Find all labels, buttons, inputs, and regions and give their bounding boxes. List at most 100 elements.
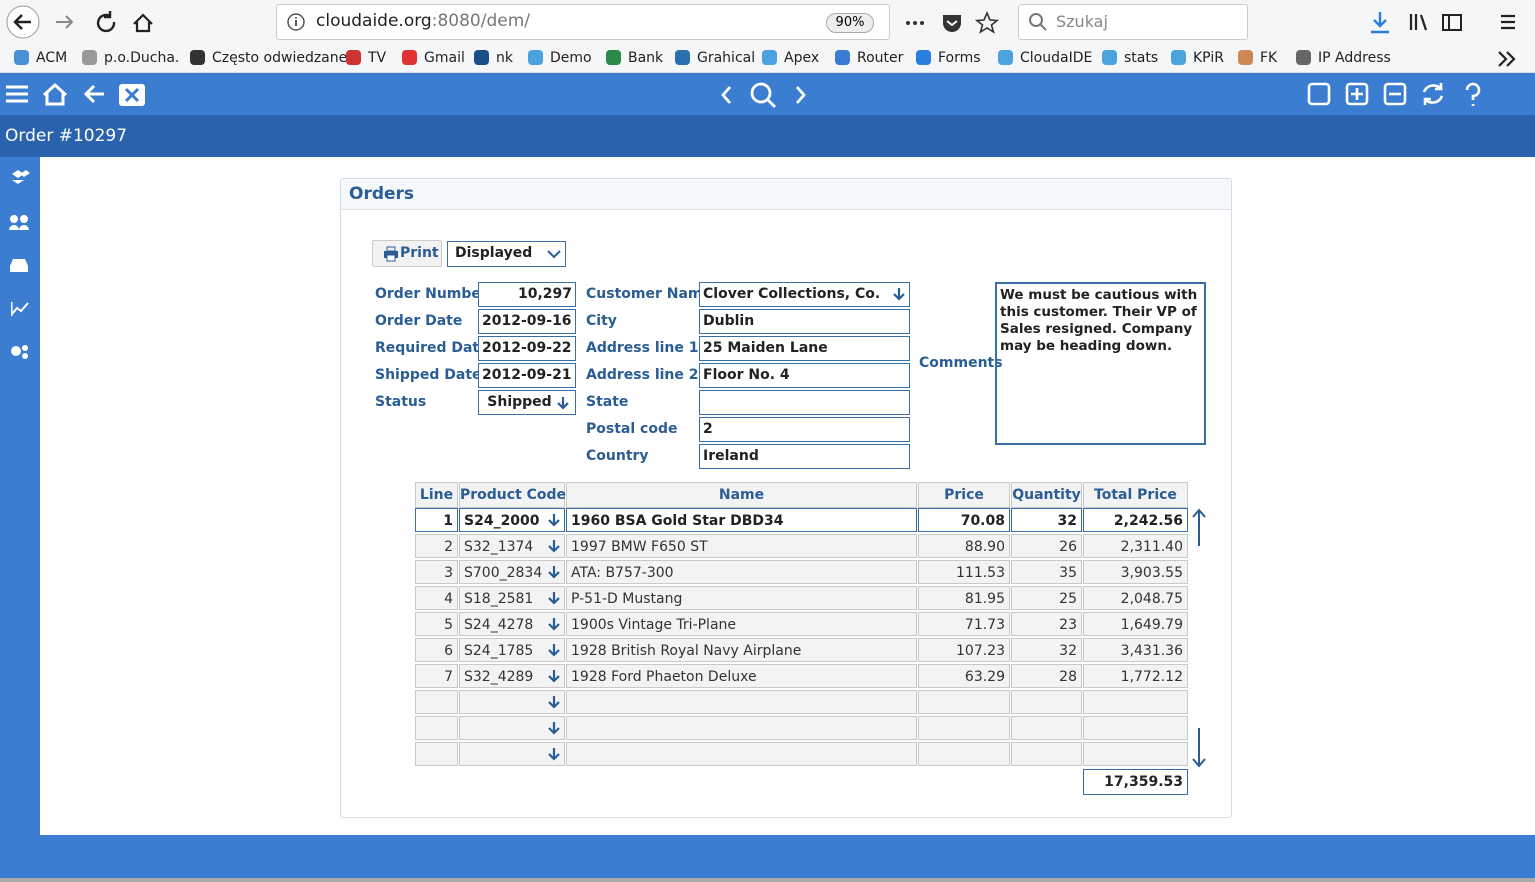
table-cell[interactable]	[1083, 716, 1188, 740]
table-cell[interactable]	[459, 690, 565, 714]
table-cell[interactable]: 6	[415, 638, 458, 662]
bookmark[interactable]: Apex	[784, 50, 820, 66]
table-cell[interactable]: 35	[1011, 560, 1082, 584]
bookmark[interactable]: FK	[1260, 50, 1278, 66]
table-cell[interactable]: S32_4289	[459, 664, 565, 688]
table-cell[interactable]	[1011, 742, 1082, 766]
sidebar-icons[interactable]	[8, 168, 32, 368]
table-cell[interactable]	[1011, 690, 1082, 714]
bookmark[interactable]: p.o.Ducha.	[104, 50, 180, 66]
table-cell[interactable]	[918, 716, 1010, 740]
table-scroll[interactable]	[1190, 508, 1208, 770]
table-cell[interactable]	[566, 690, 917, 714]
table-cell[interactable]: S700_2834	[459, 560, 565, 584]
app-right-buttons[interactable]	[1305, 80, 1485, 110]
table-cell[interactable]: 5	[415, 612, 458, 636]
table-cell[interactable]: S24_1785	[459, 638, 565, 662]
table-cell[interactable]	[1083, 742, 1188, 766]
table-cell[interactable]: 25	[1011, 586, 1082, 610]
table-cell[interactable]	[1011, 716, 1082, 740]
table-cell[interactable]	[918, 690, 1010, 714]
table-cell[interactable]: S18_2581	[459, 586, 565, 610]
table-cell[interactable]: S24_4278	[459, 612, 565, 636]
table-cell[interactable]: 1960 BSA Gold Star DBD34	[566, 508, 917, 532]
table-cell[interactable]: 1997 BMW F650 ST	[566, 534, 917, 558]
field-input[interactable]: 10,297	[478, 282, 576, 307]
bookmark[interactable]: ACM	[36, 50, 68, 66]
table-cell[interactable]: 88.90	[918, 534, 1010, 558]
field-input[interactable]: Clover Collections, Co.	[699, 282, 910, 307]
table-cell[interactable]: 1	[415, 508, 458, 532]
table-cell[interactable]	[459, 716, 565, 740]
bookmark[interactable]: TV	[368, 50, 387, 66]
table-cell[interactable]: S32_1374	[459, 534, 565, 558]
bookmark[interactable]: Forms	[938, 50, 981, 66]
field-input[interactable]: 2012-09-21	[478, 363, 576, 388]
table-cell[interactable]: 4	[415, 586, 458, 610]
url-bar[interactable]	[276, 4, 890, 40]
comments-textarea[interactable]: We must be cautious with this customer. …	[995, 282, 1206, 445]
table-cell[interactable]: 81.95	[918, 586, 1010, 610]
table-cell[interactable]	[459, 742, 565, 766]
table-cell[interactable]: 32	[1011, 638, 1082, 662]
table-cell[interactable]: 1900s Vintage Tri-Plane	[566, 612, 917, 636]
table-cell[interactable]: 3,431.36	[1083, 638, 1188, 662]
table-cell[interactable]: 2,048.75	[1083, 586, 1188, 610]
search-box[interactable]	[1018, 4, 1248, 40]
bookmark[interactable]: Bank	[628, 50, 664, 66]
field-input[interactable]: Dublin	[699, 309, 910, 334]
table-cell[interactable]: ATA: B757-300	[566, 560, 917, 584]
table-cell[interactable]: 7	[415, 664, 458, 688]
app-search-nav[interactable]	[715, 80, 815, 110]
bookmark[interactable]: Często odwiedzane	[212, 50, 348, 66]
table-cell[interactable]: 3,903.55	[1083, 560, 1188, 584]
table-cell[interactable]: 32	[1011, 508, 1082, 532]
app-left-buttons[interactable]	[4, 80, 154, 110]
table-cell[interactable]: 71.73	[918, 612, 1010, 636]
table-cell[interactable]: 28	[1011, 664, 1082, 688]
nav-buttons[interactable]	[6, 5, 166, 39]
table-cell[interactable]	[918, 742, 1010, 766]
print-mode-select[interactable]: Displayed	[447, 241, 566, 267]
field-input[interactable]: Ireland	[699, 444, 910, 469]
table-cell[interactable]: 70.08	[918, 508, 1010, 532]
toolbar-icons[interactable]	[1365, 8, 1525, 38]
bookmark[interactable]: stats	[1124, 50, 1159, 66]
bookmark[interactable]: CloudaIDE	[1020, 50, 1093, 66]
field-input[interactable]: Shipped	[478, 390, 576, 415]
table-cell[interactable]	[566, 742, 917, 766]
table-cell[interactable]: 1928 British Royal Navy Airplane	[566, 638, 917, 662]
table-cell[interactable]	[415, 690, 458, 714]
table-cell[interactable]: 26	[1011, 534, 1082, 558]
bookmark[interactable]: Grahical	[697, 50, 756, 66]
table-cell[interactable]: 1,649.79	[1083, 612, 1188, 636]
field-input[interactable]: 2012-09-16	[478, 309, 576, 334]
table-cell[interactable]: 1928 Ford Phaeton Deluxe	[566, 664, 917, 688]
table-cell[interactable]: 63.29	[918, 664, 1010, 688]
table-cell[interactable]	[1083, 690, 1188, 714]
table-cell[interactable]: 1,772.12	[1083, 664, 1188, 688]
field-input[interactable]	[699, 390, 910, 415]
table-cell[interactable]: S24_2000	[459, 508, 565, 532]
print-button[interactable]	[372, 240, 442, 267]
table-cell[interactable]	[415, 716, 458, 740]
field-input[interactable]: Floor No. 4	[699, 363, 910, 388]
table-cell[interactable]: 3	[415, 560, 458, 584]
table-cell[interactable]	[566, 716, 917, 740]
bookmarks-more[interactable]	[1496, 49, 1520, 69]
page-actions[interactable]	[900, 10, 1010, 36]
bookmark[interactable]: Gmail	[424, 50, 465, 66]
table-cell[interactable]: 2,311.40	[1083, 534, 1188, 558]
zoom[interactable]: 90%	[826, 13, 874, 33]
table-cell[interactable]: 111.53	[918, 560, 1010, 584]
field-input[interactable]: 25 Maiden Lane	[699, 336, 910, 361]
field-input[interactable]: 2	[699, 417, 910, 442]
bookmark[interactable]: IP Address	[1318, 50, 1391, 66]
table-cell[interactable]: 2	[415, 534, 458, 558]
bookmark[interactable]: Router	[857, 50, 904, 66]
bookmark[interactable]: Demo	[550, 50, 592, 66]
bookmark[interactable]: KPiR	[1193, 50, 1224, 66]
table-cell[interactable]: 2,242.56	[1083, 508, 1188, 532]
bookmark[interactable]: nk	[496, 50, 513, 66]
table-cell[interactable]	[415, 742, 458, 766]
